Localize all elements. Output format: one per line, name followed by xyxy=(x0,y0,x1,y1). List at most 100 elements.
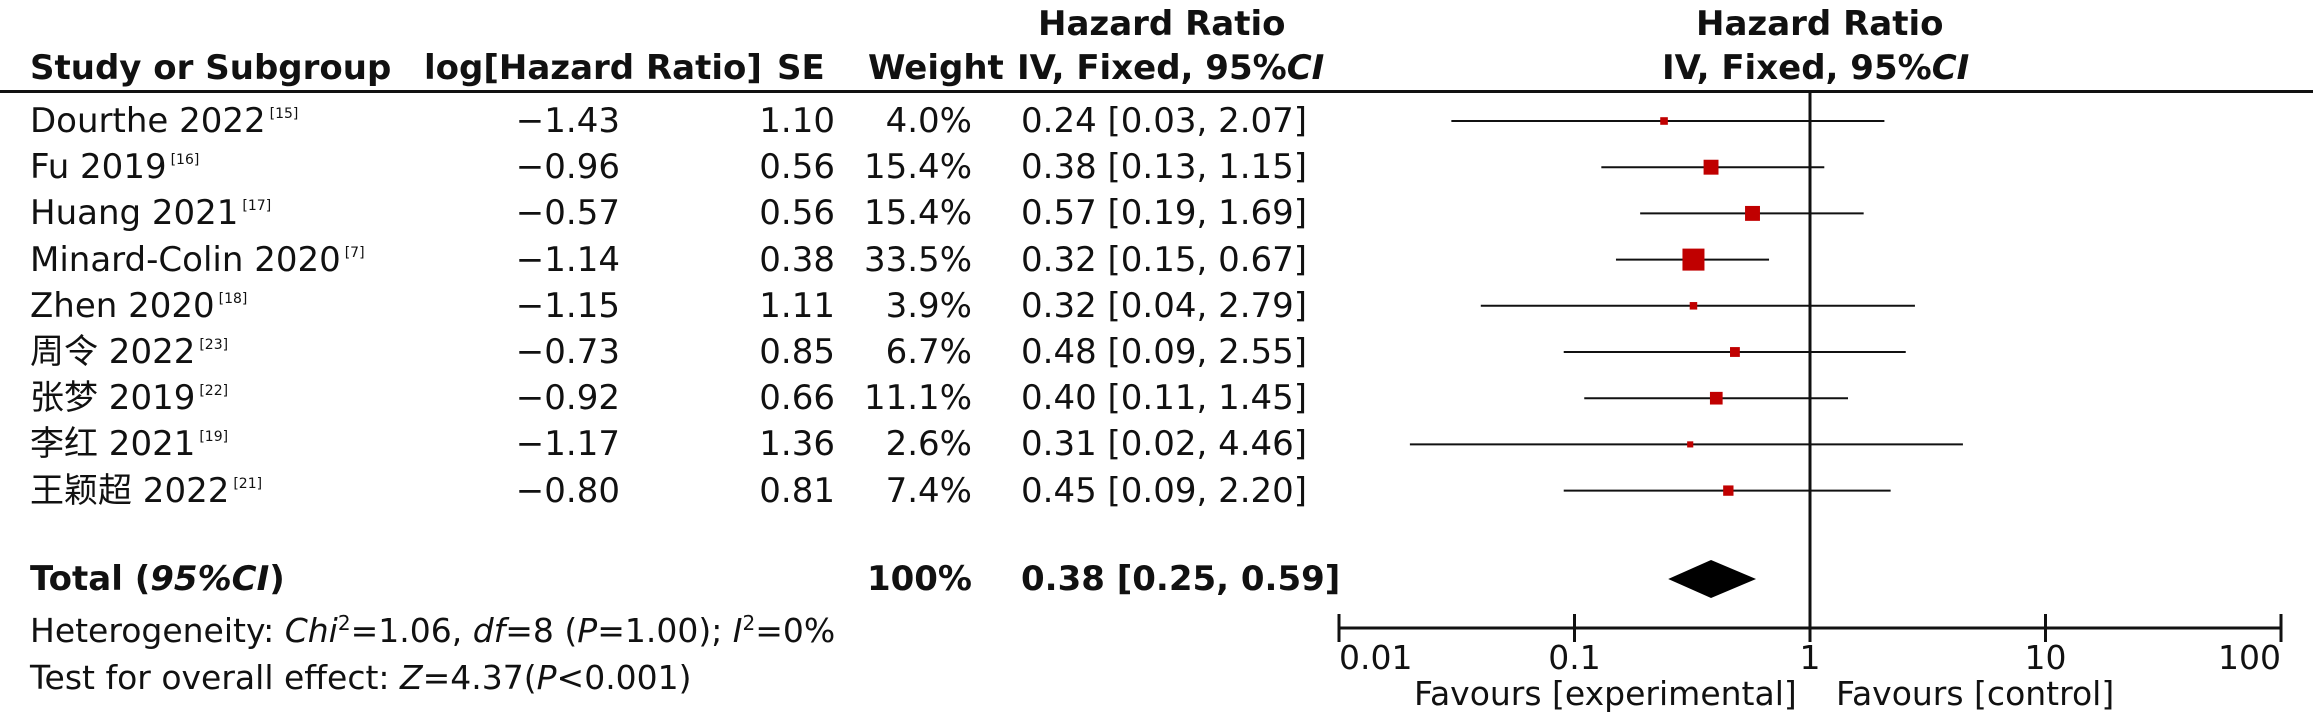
study-log-hazard-ratio: −0.92 xyxy=(515,378,620,418)
study-reference: [18] xyxy=(218,291,248,307)
study-reference: [17] xyxy=(242,198,272,214)
header-hazard-ratio-method: IV, Fixed, 95%CI xyxy=(1017,48,1324,88)
study-log-hazard-ratio: −1.43 xyxy=(515,101,620,141)
heterogeneity-i-val: =0% xyxy=(755,611,836,650)
header-hazard-ratio-method-text: IV, Fixed, 95% xyxy=(1017,48,1287,88)
overall-effect-prefix: Test for overall effect: xyxy=(30,658,401,697)
study-name: Fu 2019 [16] xyxy=(30,147,199,187)
study-hazard-ratio-ci: 0.31 [0.02, 4.46] xyxy=(1021,424,1308,464)
x-axis-tick-label: 100 xyxy=(2218,638,2281,677)
study-point-estimate xyxy=(1682,248,1705,271)
x-axis-tick-label: 10 xyxy=(2025,638,2067,677)
study-point-estimate xyxy=(1730,347,1740,357)
study-log-hazard-ratio: −1.14 xyxy=(515,240,620,280)
study-name-text: Huang 2021 xyxy=(30,193,239,233)
study-name-text: 李红 2021 xyxy=(30,424,196,464)
header-study: Study or Subgroup xyxy=(30,48,392,88)
pooled-diamond xyxy=(1668,560,1757,598)
overall-effect-p: P xyxy=(536,658,557,697)
study-point-estimate xyxy=(1689,302,1698,310)
study-se: 0.38 xyxy=(759,240,835,280)
study-name-text: 张梦 2019 xyxy=(30,378,196,418)
plot-header-method: IV, Fixed, 95%CI xyxy=(1662,48,1969,88)
study-se: 0.66 xyxy=(759,378,835,418)
study-name: 李红 2021 [19] xyxy=(30,424,228,464)
study-hazard-ratio-ci: 0.48 [0.09, 2.55] xyxy=(1021,332,1308,372)
study-reference: [19] xyxy=(199,429,229,445)
study-name-text: Minard-Colin 2020 xyxy=(30,240,341,280)
study-name: 周令 2022 [23] xyxy=(30,332,228,372)
study-name: 张梦 2019 [22] xyxy=(30,378,228,418)
study-name: Dourthe 2022 [15] xyxy=(30,101,298,141)
header-se: SE xyxy=(777,48,825,88)
study-name-text: Zhen 2020 xyxy=(30,286,215,326)
heterogeneity-chi-sup: 2 xyxy=(337,611,351,635)
study-hazard-ratio-ci: 0.32 [0.04, 2.79] xyxy=(1021,286,1308,326)
total-label-text: Total ( xyxy=(30,559,151,599)
heterogeneity-df: df xyxy=(472,611,506,650)
overall-effect-p-val: <0.001) xyxy=(556,658,692,697)
study-weight: 15.4% xyxy=(863,193,972,233)
study-weight: 15.4% xyxy=(863,147,972,187)
study-weight: 4.0% xyxy=(885,101,972,141)
study-name: 王颖超 2022 [21] xyxy=(30,471,262,511)
header-weight: Weight xyxy=(868,48,1004,88)
favours-control: Favours [control] xyxy=(1836,674,2115,713)
study-reference: [7] xyxy=(344,245,365,261)
x-axis-tick-label: 0.01 xyxy=(1339,638,1412,677)
study-weight: 7.4% xyxy=(885,471,972,511)
study-se: 1.36 xyxy=(759,424,835,464)
study-reference: [21] xyxy=(233,476,263,492)
study-hazard-ratio-ci: 0.24 [0.03, 2.07] xyxy=(1021,101,1308,141)
header-hazard-ratio-title: Hazard Ratio xyxy=(1038,4,1286,44)
plot-header-method-text: IV, Fixed, 95% xyxy=(1662,48,1932,88)
study-log-hazard-ratio: −0.57 xyxy=(515,193,620,233)
study-log-hazard-ratio: −0.73 xyxy=(515,332,620,372)
study-weight: 6.7% xyxy=(885,332,972,372)
study-log-hazard-ratio: −0.80 xyxy=(515,471,620,511)
study-hazard-ratio-ci: 0.32 [0.15, 0.67] xyxy=(1021,240,1308,280)
heterogeneity-line: Heterogeneity: Chi2=1.06, df=8 (P=1.00);… xyxy=(30,611,835,651)
heterogeneity-chi: Chi xyxy=(284,611,338,650)
study-se: 0.56 xyxy=(759,193,835,233)
study-reference: [16] xyxy=(170,152,200,168)
overall-effect-z-val: =4.37( xyxy=(422,658,537,697)
overall-effect-z: Z xyxy=(400,658,423,697)
study-log-hazard-ratio: −1.17 xyxy=(515,424,620,464)
study-name: Zhen 2020 [18] xyxy=(30,286,247,326)
study-name: Minard-Colin 2020 [7] xyxy=(30,240,365,280)
study-name: Huang 2021 [17] xyxy=(30,193,271,233)
total-ci: 0.38 [0.25, 0.59] xyxy=(1021,559,1341,599)
total-weight: 100% xyxy=(866,559,972,599)
study-weight: 33.5% xyxy=(863,240,972,280)
x-axis-tick-label: 0.1 xyxy=(1548,638,1600,677)
study-weight: 11.1% xyxy=(863,378,972,418)
study-point-estimate xyxy=(1723,485,1734,496)
study-name-text: Fu 2019 xyxy=(30,147,167,187)
study-point-estimate xyxy=(1709,391,1723,405)
study-hazard-ratio-ci: 0.45 [0.09, 2.20] xyxy=(1021,471,1308,511)
study-se: 0.56 xyxy=(759,147,835,187)
heterogeneity-i-sup: 2 xyxy=(742,611,756,635)
header-hazard-ratio-ci: CI xyxy=(1286,48,1325,88)
study-reference: [15] xyxy=(269,106,299,122)
study-reference: [22] xyxy=(199,383,229,399)
overall-effect-line: Test for overall effect: Z=4.37(P<0.001) xyxy=(30,658,692,698)
heterogeneity-df-val: =8 ( xyxy=(505,611,578,650)
total-label: Total (95%CI) xyxy=(30,559,285,599)
plot-header-ci: CI xyxy=(1931,48,1970,88)
heterogeneity-prefix: Heterogeneity: xyxy=(30,611,285,650)
study-reference: [23] xyxy=(199,337,229,353)
study-log-hazard-ratio: −1.15 xyxy=(515,286,620,326)
heterogeneity-i: I xyxy=(732,611,743,650)
total-label-ci: 95%CI xyxy=(150,559,270,599)
total-label-close: ) xyxy=(269,559,285,599)
study-log-hazard-ratio: −0.96 xyxy=(515,147,620,187)
header-rule xyxy=(0,90,2313,93)
study-point-estimate xyxy=(1687,441,1694,448)
favours-experimental: Favours [experimental] xyxy=(1414,674,1797,713)
plot-header-title: Hazard Ratio xyxy=(1696,4,1944,44)
x-axis-tick-label: 1 xyxy=(1800,638,1821,677)
study-se: 1.10 xyxy=(759,101,835,141)
